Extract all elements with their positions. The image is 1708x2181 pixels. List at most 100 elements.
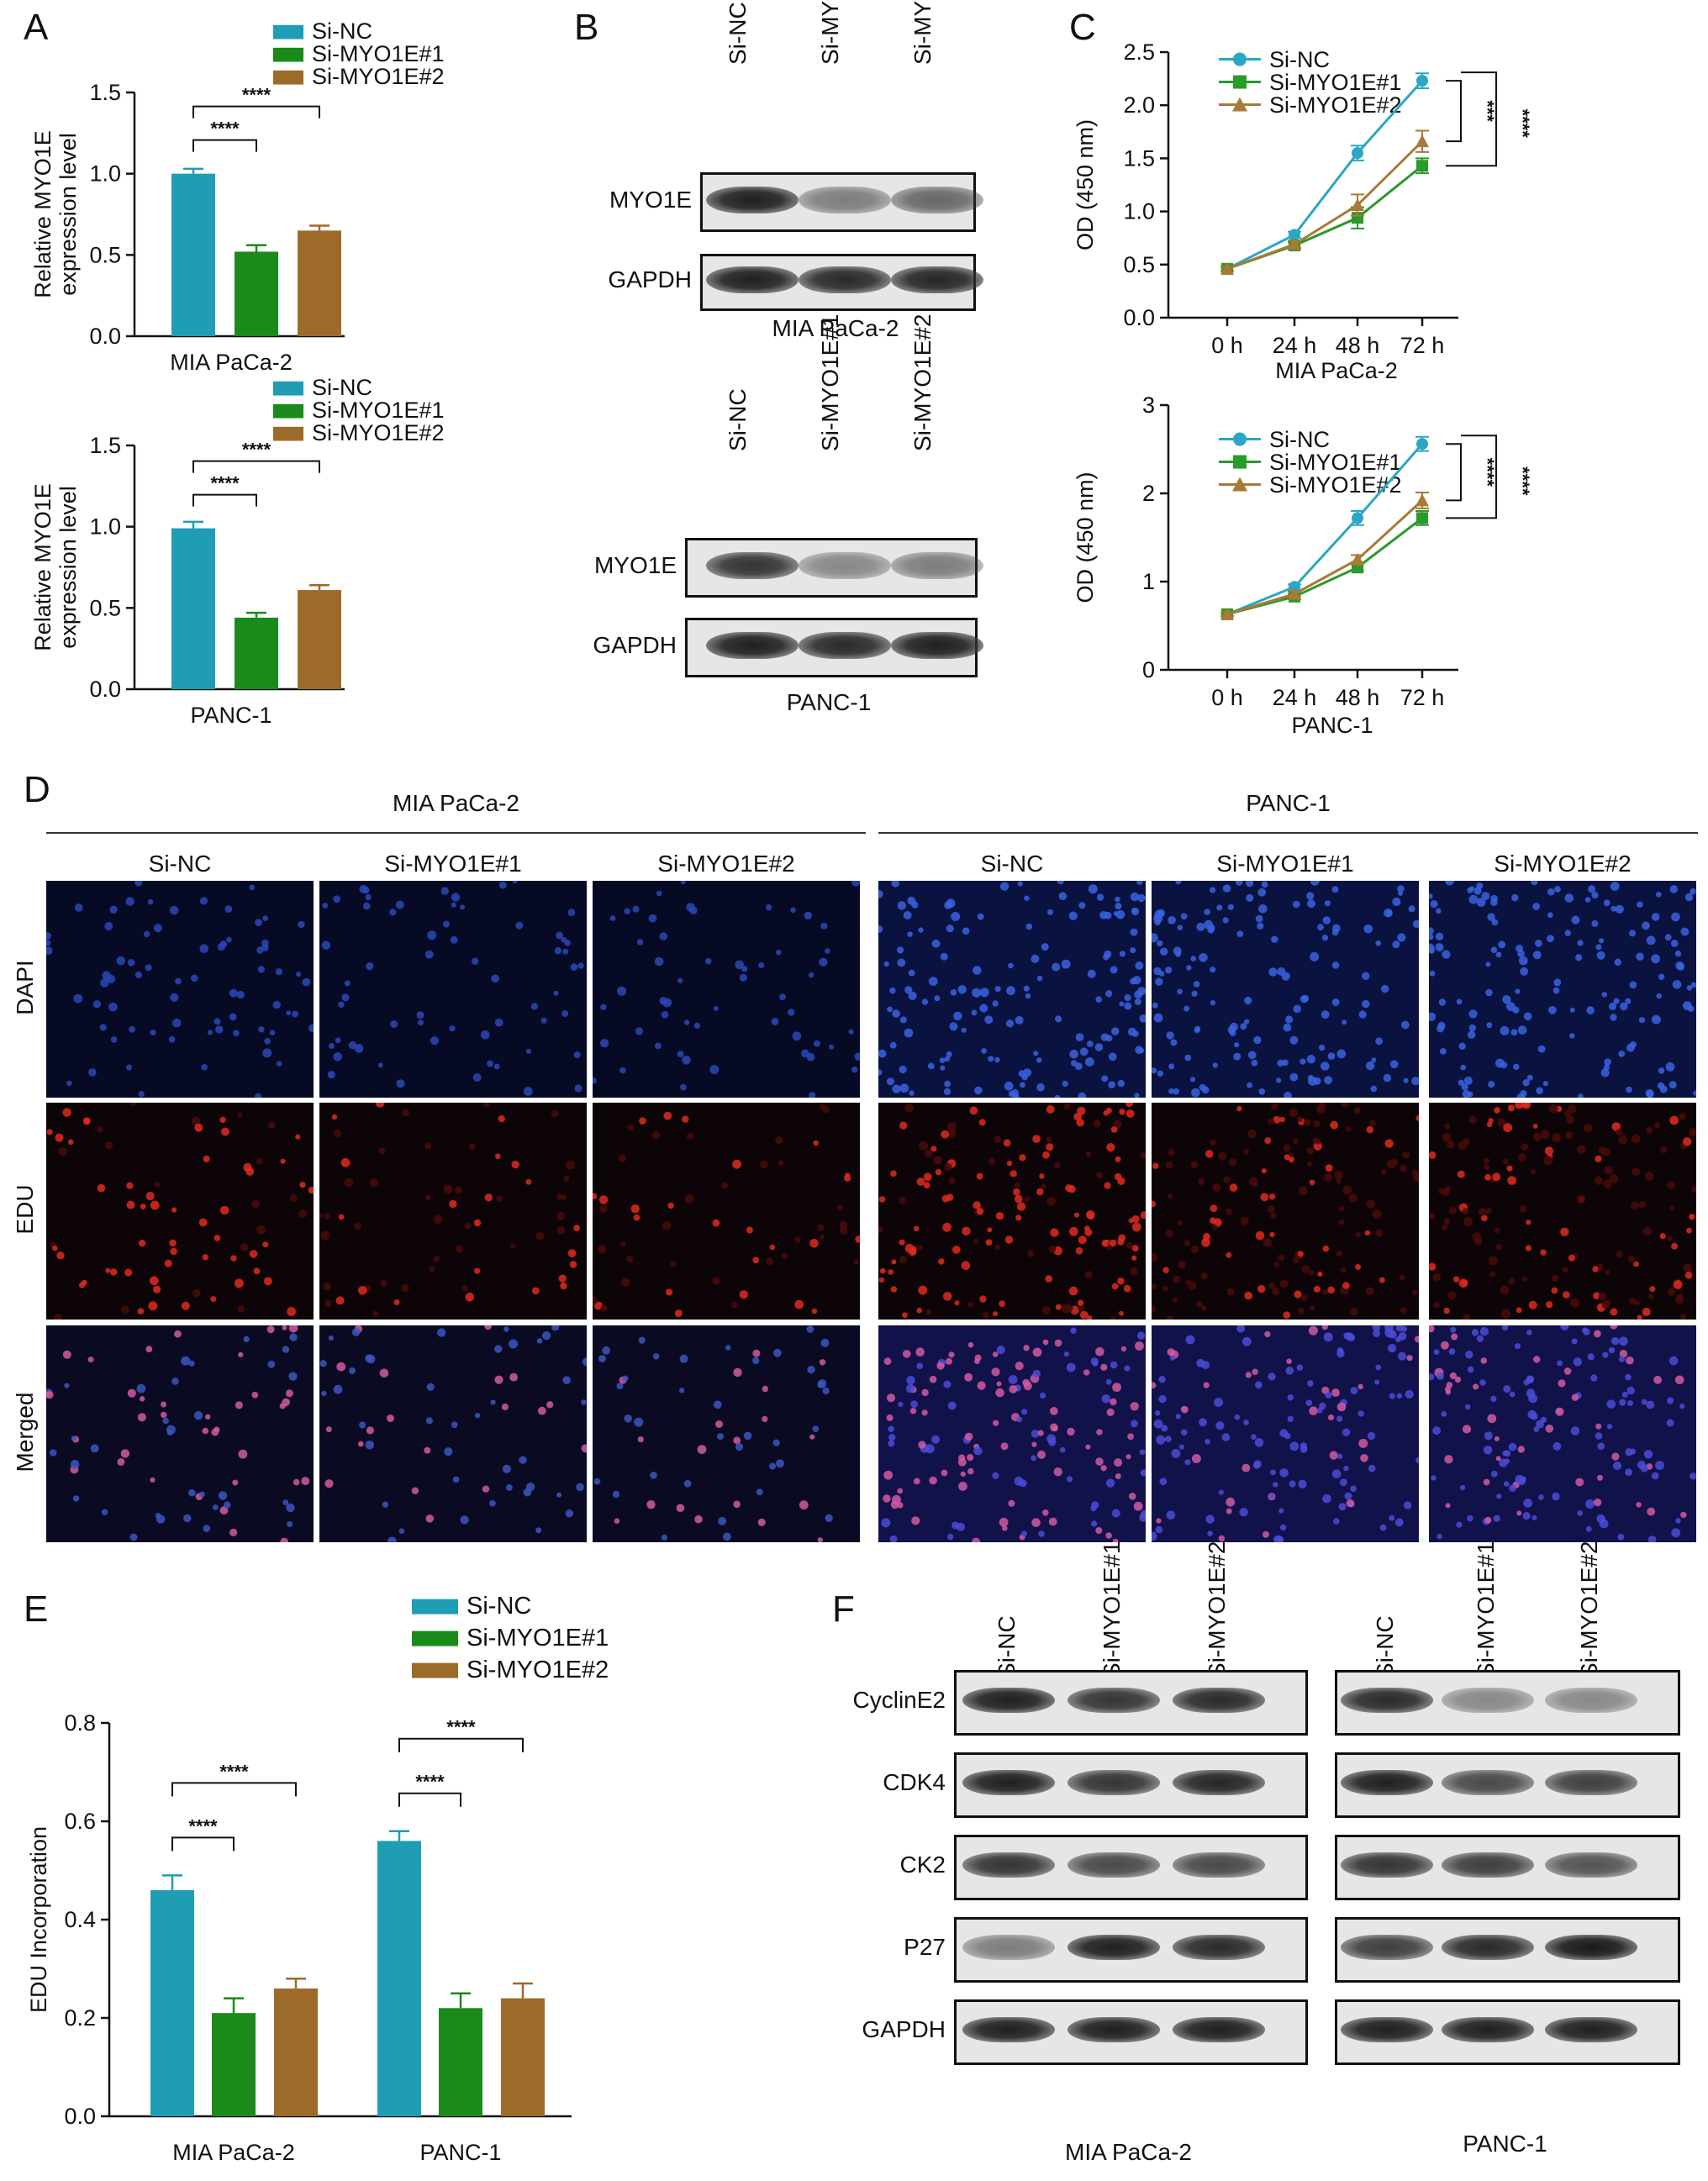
micro-d-cell [97,1183,106,1193]
micro-d-cell [992,1351,999,1357]
micro-d-cell [100,978,109,988]
micro-d-cell [1598,1292,1607,1301]
micro-d-cell [790,907,796,914]
micro-d-cell [1395,1325,1404,1332]
micro-d-cell [1594,1176,1603,1185]
micro-d-cell [1264,1330,1271,1338]
micro-d-cell [193,1411,203,1420]
micro-d-cell [130,1103,136,1107]
micro-d-cell [1137,987,1146,996]
micro-d-cell [1159,1478,1168,1486]
micro-d-cell [1444,1455,1453,1464]
micro-d-cell [169,1239,177,1247]
micro-d-cell [164,1259,172,1267]
micro-d-cell [567,909,576,917]
micro-d-cell [1299,1446,1308,1453]
micro-d-cell [1618,1051,1626,1057]
micro-d-cell [1346,1499,1354,1508]
micro-d-cell [258,1026,265,1033]
micro-d-cell [837,1204,843,1211]
micro-d-cell [1036,1083,1045,1092]
blot-f-band [1173,1770,1265,1795]
micro-d-cell [1468,1009,1478,1019]
micro-d-cell [680,1083,687,1091]
chartA2-bar-0 [171,528,215,689]
micro-d-cell [161,1411,167,1419]
micro-d-cell [1155,1525,1163,1534]
micro-d-cell [377,1062,383,1068]
micro-d-cell [1282,1059,1289,1067]
micro-d-cell [807,1365,815,1374]
micro-d-cell [1462,1208,1469,1214]
micro-d-cell [1196,922,1205,931]
micro-d-cell [1415,1114,1419,1121]
micro-d-cell [1591,919,1599,927]
micro-d-cell [240,1243,249,1251]
micro-d-cell [962,1226,971,1235]
chartC2-series-1 [1226,517,1423,616]
micro-d-cell [938,1258,945,1265]
micro-d-cell [1130,928,1138,936]
chartE-ytick-label: 0.8 [64,1710,96,1736]
micro-d-cell [1223,1176,1231,1183]
chartC1-series-0 [1226,80,1424,271]
micro-d-cell [1078,1304,1085,1311]
micro-d-cell [1442,950,1451,959]
micro-d-cell [1548,1104,1558,1114]
micro-d-cell [1456,998,1463,1005]
micro-d-cell [820,1104,825,1109]
micro-d-cell [1166,1510,1176,1520]
chartC2-ytick-label: 1 [1142,569,1155,594]
micro-d-cell [503,1326,509,1332]
micro-d-cell [138,1091,145,1098]
blot-f-band [1442,1852,1534,1878]
micro-d-cell [495,1153,501,1160]
micro-d-cell [1456,1521,1463,1528]
micro-d-cell [988,1056,994,1062]
micro-d-cell [1301,1265,1310,1274]
micro-d-cell [134,881,143,887]
micro-d-cell [1004,1081,1014,1091]
micro-d-cell [1229,1030,1236,1036]
micro-d-cell [1306,1162,1312,1167]
micro-d-cell [1610,1336,1620,1346]
micro-d-cell [1629,1297,1637,1304]
micro-d-cell [1516,1510,1522,1516]
micro-d-cell [1175,951,1181,957]
micro-d-cell [1563,1291,1570,1299]
micro-d-image-merged-0-1 [319,1325,587,1542]
micro-d-cell [1380,1169,1387,1175]
micro-d-cell [308,1187,314,1194]
micro-d-cell [147,898,154,905]
micro-d-cell [946,898,956,909]
chartC1-point [1351,198,1364,212]
micro-d-cell [825,1514,833,1522]
micro-d-cell [879,1267,886,1274]
micro-d-cell [1670,940,1679,947]
micro-d-cell [1173,1088,1180,1095]
panel-label-d: D [24,769,50,810]
blot-b-band [799,186,891,213]
micro-d-cell [909,1090,915,1096]
micro-d-cell [1322,1245,1330,1252]
micro-d-cell [1458,1079,1464,1086]
micro-d-cell [1400,1307,1407,1314]
micro-d-cell [1488,1256,1498,1266]
micro-d-cell [1649,1286,1656,1293]
micro-d-cell [899,1083,909,1093]
blot-f-band [1442,2017,1534,2042]
micro-d-cell [1547,935,1554,942]
micro-d-cell [1005,1019,1015,1028]
micro-d-cell [1280,1524,1287,1531]
micro-d-cell [582,1357,587,1367]
micro-d-cell [237,1112,243,1118]
blot-b-lane-top-2: Si-MYO1E#2 [909,0,936,65]
micro-d-cell [153,924,162,933]
micro-d-cell [1614,958,1621,966]
micro-d-cell [156,1515,166,1524]
micro-d-cell [650,1472,657,1479]
micro-d-cell [1106,1143,1115,1152]
micro-d-cell [1503,1158,1509,1165]
micro-d-cell [1152,1162,1159,1169]
chartE-bar [212,2013,256,2116]
